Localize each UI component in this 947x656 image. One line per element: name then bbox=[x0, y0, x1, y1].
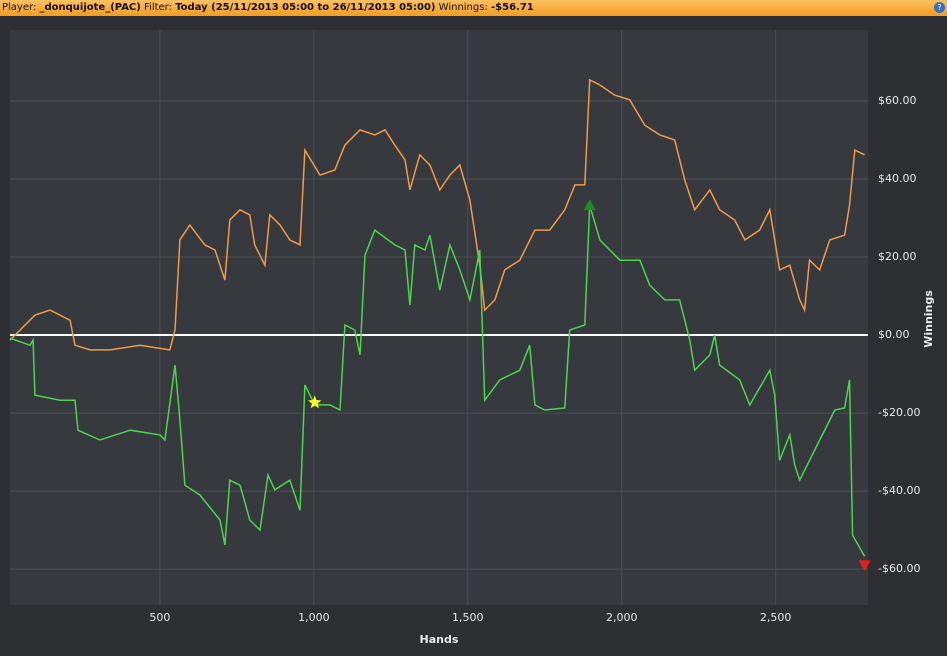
x-tick-label: 500 bbox=[149, 611, 170, 624]
filter: Today (25/11/2013 05:00 to 26/11/2013 05… bbox=[175, 2, 436, 13]
winnings-label: Winnings: bbox=[438, 2, 488, 13]
series-line bbox=[9, 78, 865, 351]
x-tick-label: 2,000 bbox=[606, 611, 638, 624]
marker bbox=[858, 560, 871, 572]
winnings: -$56.71 bbox=[491, 2, 534, 13]
help-icon[interactable]: ? bbox=[934, 2, 945, 13]
plot-area bbox=[10, 30, 868, 605]
chart: Hands Winnings -$60.00 -$40.00 -$20.00 $0.0… bbox=[9, 30, 935, 646]
x-tick-label: 2,500 bbox=[760, 611, 792, 624]
series-line bbox=[9, 204, 866, 557]
player-label: Player: bbox=[2, 2, 37, 13]
y-tick-label: $40.00 bbox=[878, 172, 917, 185]
y-tick-label: $20.00 bbox=[878, 250, 917, 263]
filter-label: Filter: bbox=[144, 2, 172, 13]
x-tick-label: 1,500 bbox=[452, 611, 484, 624]
marker bbox=[308, 395, 322, 409]
header-bar: Player: _donquijote_(PAC) Filter: Today … bbox=[0, 0, 947, 16]
x-tick-label: 1,000 bbox=[298, 611, 330, 624]
y-tick-label: -$60.00 bbox=[878, 562, 920, 575]
y-tick-label: -$20.00 bbox=[878, 406, 920, 419]
marker bbox=[583, 199, 596, 211]
x-axis-label: Hands bbox=[420, 633, 459, 646]
y-axis-label: Winnings bbox=[922, 290, 935, 348]
y-tick-label: -$40.00 bbox=[878, 484, 920, 497]
y-tick-label: $60.00 bbox=[878, 94, 917, 107]
y-tick-label: $0.00 bbox=[878, 328, 910, 341]
player: _donquijote_(PAC) bbox=[39, 2, 141, 13]
